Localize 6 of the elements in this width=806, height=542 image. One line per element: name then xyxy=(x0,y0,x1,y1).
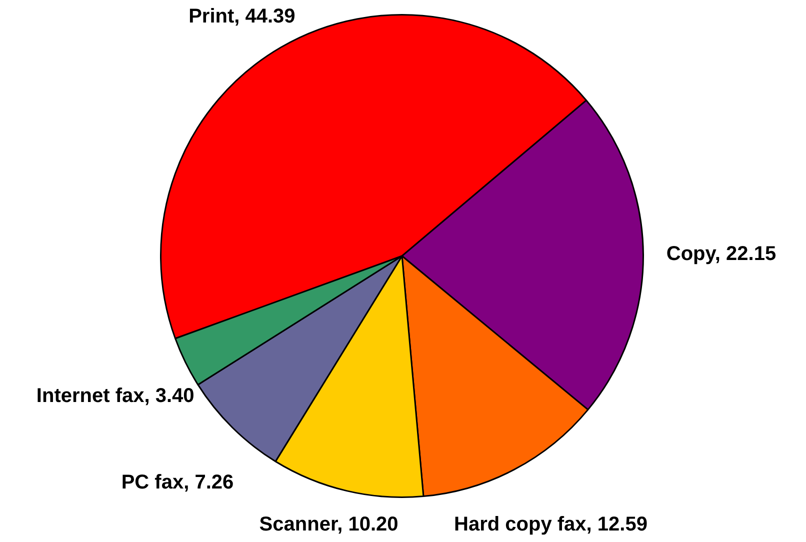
slice-label: PC fax, 7.26 xyxy=(121,471,234,494)
slice-label: Scanner, 10.20 xyxy=(259,514,398,536)
slice-label: Internet fax, 3.40 xyxy=(36,385,194,408)
slice-label: Hard copy fax, 12.59 xyxy=(454,514,648,536)
slice-label: Copy, 22.15 xyxy=(666,242,776,265)
slice-label: Print, 44.39 xyxy=(188,6,296,28)
